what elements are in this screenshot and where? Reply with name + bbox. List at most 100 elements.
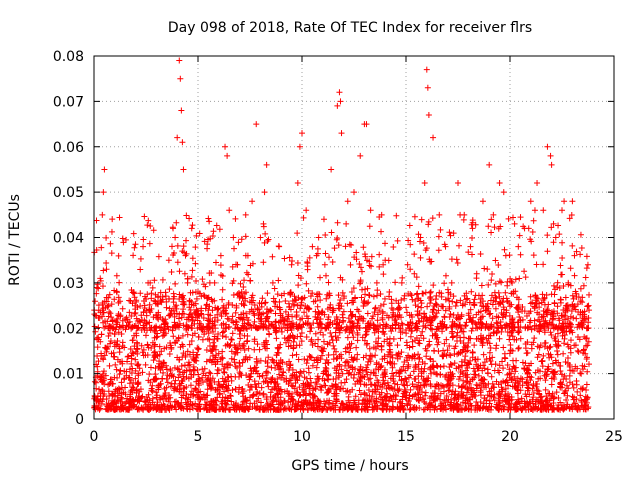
data-point xyxy=(418,304,425,311)
data-point xyxy=(199,379,206,386)
data-point xyxy=(545,301,552,308)
data-point xyxy=(504,298,511,305)
data-point xyxy=(516,232,523,239)
data-point xyxy=(125,406,132,413)
data-point xyxy=(389,364,396,371)
data-point xyxy=(446,229,453,236)
data-point xyxy=(435,339,442,346)
data-point xyxy=(230,234,237,241)
data-point xyxy=(382,394,389,401)
data-point xyxy=(321,261,328,268)
data-point xyxy=(262,299,269,306)
data-point xyxy=(569,303,576,310)
data-point xyxy=(381,366,388,373)
data-point xyxy=(571,252,578,259)
data-point xyxy=(415,340,422,347)
data-point xyxy=(96,399,103,406)
data-point xyxy=(99,386,106,393)
data-point xyxy=(423,66,430,73)
data-point xyxy=(120,239,127,246)
data-point xyxy=(166,286,173,293)
data-point xyxy=(97,277,104,284)
data-point xyxy=(546,321,553,328)
data-point xyxy=(537,375,544,382)
data-point xyxy=(142,361,149,368)
data-point xyxy=(577,370,584,377)
data-point xyxy=(480,400,487,407)
data-point xyxy=(502,385,509,392)
data-point xyxy=(187,391,194,398)
data-point xyxy=(115,252,122,259)
data-point xyxy=(502,398,509,405)
data-point xyxy=(435,247,442,254)
data-point xyxy=(341,293,348,300)
data-point xyxy=(533,261,540,268)
data-point xyxy=(228,336,235,343)
data-point xyxy=(218,272,225,279)
data-point xyxy=(582,402,589,409)
data-point xyxy=(228,336,235,343)
data-point xyxy=(502,392,509,399)
data-point xyxy=(573,248,580,255)
data-point xyxy=(144,342,151,349)
data-point xyxy=(477,392,484,399)
data-point xyxy=(149,284,156,291)
data-point xyxy=(428,370,435,377)
data-point xyxy=(128,313,135,320)
data-point xyxy=(467,243,474,250)
data-point xyxy=(531,317,538,324)
data-point xyxy=(240,284,247,291)
data-point xyxy=(526,391,533,398)
data-point xyxy=(507,347,514,354)
data-point xyxy=(363,341,370,348)
data-point xyxy=(448,279,455,286)
data-point xyxy=(106,291,113,298)
data-point xyxy=(287,398,294,405)
data-point xyxy=(442,272,449,279)
data-point xyxy=(496,180,503,187)
data-point xyxy=(401,295,408,302)
data-point xyxy=(533,323,540,330)
data-point xyxy=(393,369,400,376)
data-point xyxy=(201,328,208,335)
data-point xyxy=(534,387,541,394)
data-point xyxy=(410,353,417,360)
data-point xyxy=(115,294,122,301)
data-point xyxy=(226,207,233,214)
data-point xyxy=(437,390,444,397)
data-point xyxy=(321,345,328,352)
data-point xyxy=(411,375,418,382)
data-point xyxy=(325,351,332,358)
data-point xyxy=(396,304,403,311)
data-point xyxy=(296,372,303,379)
data-point xyxy=(185,362,192,369)
data-point xyxy=(453,299,460,306)
data-point xyxy=(186,341,193,348)
data-point xyxy=(478,376,485,383)
data-point xyxy=(291,293,298,300)
data-point xyxy=(461,292,468,299)
data-point xyxy=(275,345,282,352)
data-point xyxy=(238,288,245,295)
data-point xyxy=(290,397,297,404)
data-point xyxy=(236,330,243,337)
data-point xyxy=(112,388,119,395)
data-point xyxy=(134,346,141,353)
data-point xyxy=(551,394,558,401)
data-point xyxy=(111,399,118,406)
data-point xyxy=(512,383,519,390)
data-point xyxy=(366,392,373,399)
data-point xyxy=(352,313,359,320)
data-point xyxy=(246,374,253,381)
data-point xyxy=(466,380,473,387)
data-point xyxy=(514,390,521,397)
data-point xyxy=(364,300,371,307)
data-point xyxy=(364,320,371,327)
data-point xyxy=(251,364,258,371)
data-point xyxy=(234,261,241,268)
data-point xyxy=(468,288,475,295)
data-point xyxy=(243,314,250,321)
data-point xyxy=(426,256,433,263)
data-point xyxy=(370,369,377,376)
data-point xyxy=(320,216,327,223)
